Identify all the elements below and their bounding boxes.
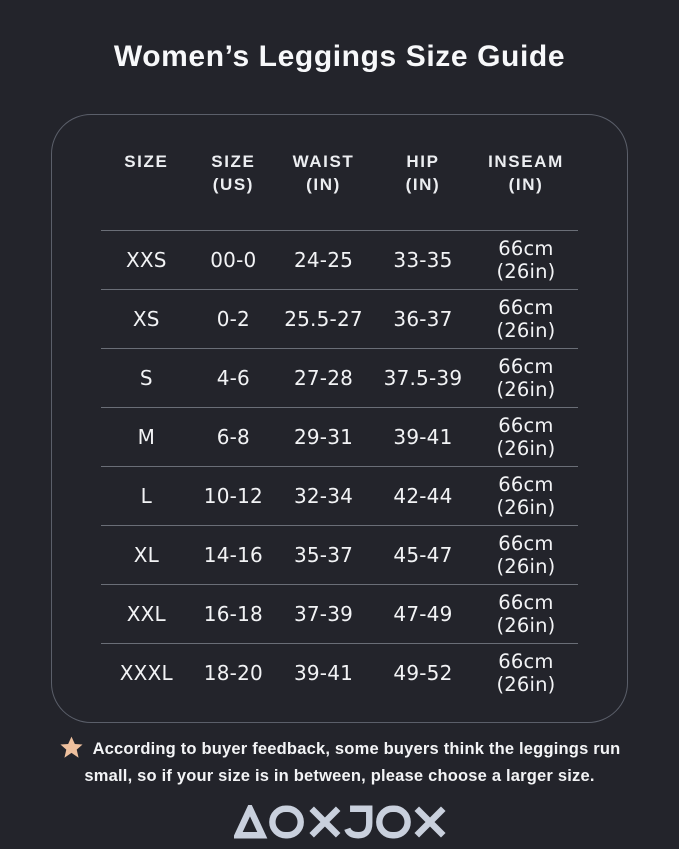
cell-inseam-in: (26in) — [496, 673, 556, 696]
header-hip: HIP (IN) — [372, 150, 474, 196]
cell-waist: 39-41 — [293, 661, 354, 685]
footnote-line-1: According to buyer feedback, some buyers… — [92, 740, 621, 758]
header-hip-line2: (IN) — [405, 174, 441, 194]
cell-inseam-in: (26in) — [496, 555, 556, 578]
table-row-xl: XL 14-16 35-37 45-47 66cm (26in) — [101, 526, 578, 585]
cell-hip: 42-44 — [393, 484, 453, 508]
cell-inseam: 66cm (26in) — [474, 650, 578, 696]
cell-size: XXS — [125, 248, 167, 272]
table-row-s: S 4-6 27-28 37.5-39 66cm (26in) — [101, 349, 578, 408]
footnote: According to buyer feedback, some buyers… — [30, 735, 650, 790]
cell-inseam-cm: 66cm — [498, 237, 554, 260]
header-size-us-line1: SIZE — [211, 151, 256, 171]
brand-logo: AOXJOX — [0, 805, 679, 839]
cell-inseam-in: (26in) — [496, 319, 556, 342]
cell-inseam: 66cm (26in) — [474, 296, 578, 342]
cell-size-us: 10-12 — [203, 484, 263, 508]
cell-inseam: 66cm (26in) — [474, 237, 578, 283]
cell-hip: 37.5-39 — [383, 366, 463, 390]
cell-hip: 45-47 — [393, 543, 453, 567]
cell-waist: 32-34 — [293, 484, 354, 508]
cell-inseam-cm: 66cm — [498, 414, 554, 437]
cell-waist: 29-31 — [293, 425, 354, 449]
cell-waist: 35-37 — [293, 543, 354, 567]
star-icon — [60, 736, 83, 758]
cell-inseam: 66cm (26in) — [474, 414, 578, 460]
header-size-us-line2: (US) — [212, 174, 255, 194]
cell-inseam: 66cm (26in) — [474, 532, 578, 578]
header-waist: WAIST (IN) — [275, 150, 372, 196]
cell-inseam-cm: 66cm — [498, 355, 554, 378]
table-row-xxl: XXL 16-18 37-39 47-49 66cm (26in) — [101, 585, 578, 644]
header-inseam-line2: (IN) — [508, 174, 544, 194]
table-row-l: L 10-12 32-34 42-44 66cm (26in) — [101, 467, 578, 526]
header-size: SIZE — [101, 150, 192, 196]
cell-inseam-cm: 66cm — [498, 532, 554, 555]
header-size-us: SIZE (US) — [192, 150, 275, 196]
cell-inseam-cm: 66cm — [498, 473, 554, 496]
cell-hip: 36-37 — [393, 307, 453, 331]
cell-hip: 47-49 — [393, 602, 453, 626]
footnote-line-2: small, so if your size is in between, pl… — [84, 767, 595, 785]
cell-waist: 37-39 — [293, 602, 354, 626]
table-row-xxxl: XXXL 18-20 39-41 49-52 66cm (26in) — [101, 644, 578, 702]
footnote-line-1-wrap: According to buyer feedback, some buyers… — [59, 736, 621, 758]
cell-size-us: 4-6 — [216, 366, 250, 390]
cell-inseam-cm: 66cm — [498, 591, 554, 614]
header-size-line1: SIZE — [124, 151, 169, 171]
cell-waist: 25.5-27 — [284, 307, 363, 331]
cell-size-us: 16-18 — [203, 602, 263, 626]
cell-inseam: 66cm (26in) — [474, 355, 578, 401]
table-row-xxs: XXS 00-0 24-25 33-35 66cm (26in) — [101, 231, 578, 290]
cell-waist: 24-25 — [293, 248, 354, 272]
cell-size: XS — [132, 307, 160, 331]
table-header-row: SIZE SIZE (US) WAIST (IN) HIP (IN) INSEA… — [101, 115, 578, 231]
cell-inseam-in: (26in) — [496, 260, 556, 283]
cell-inseam-in: (26in) — [496, 496, 556, 519]
cell-size: XL — [133, 543, 159, 567]
cell-inseam-in: (26in) — [496, 378, 556, 401]
cell-inseam: 66cm (26in) — [474, 591, 578, 637]
cell-inseam-cm: 66cm — [498, 296, 554, 319]
cell-inseam-in: (26in) — [496, 437, 556, 460]
header-waist-line2: (IN) — [306, 174, 341, 194]
header-inseam: INSEAM (IN) — [474, 150, 578, 196]
cell-size-us: 6-8 — [216, 425, 250, 449]
size-table-card: SIZE SIZE (US) WAIST (IN) HIP (IN) INSEA… — [51, 114, 628, 723]
cell-size-us: 18-20 — [203, 661, 263, 685]
cell-size-us: 14-16 — [203, 543, 263, 567]
header-waist-line1: WAIST — [292, 151, 355, 171]
cell-size: M — [137, 425, 156, 449]
cell-size-us: 0-2 — [216, 307, 250, 331]
cell-size-us: 00-0 — [210, 248, 257, 272]
cell-inseam-in: (26in) — [496, 614, 556, 637]
page-title: Women’s Leggings Size Guide — [113, 40, 566, 73]
table-row-m: M 6-8 29-31 39-41 66cm (26in) — [101, 408, 578, 467]
cell-hip: 39-41 — [393, 425, 453, 449]
aoxjox-logo-glyphs — [233, 805, 446, 839]
table-row-xs: XS 0-2 25.5-27 36-37 66cm (26in) — [101, 290, 578, 349]
cell-inseam-cm: 66cm — [498, 650, 554, 673]
header-inseam-line1: INSEAM — [488, 151, 564, 171]
cell-size: XXL — [126, 602, 166, 626]
cell-hip: 33-35 — [393, 248, 453, 272]
cell-inseam: 66cm (26in) — [474, 473, 578, 519]
cell-hip: 49-52 — [393, 661, 453, 685]
cell-size: S — [139, 366, 153, 390]
cell-size: XXXL — [119, 661, 173, 685]
header-hip-line1: HIP — [406, 151, 440, 171]
cell-waist: 27-28 — [293, 366, 354, 390]
header-size-line2 — [101, 173, 192, 196]
cell-size: L — [140, 484, 152, 508]
